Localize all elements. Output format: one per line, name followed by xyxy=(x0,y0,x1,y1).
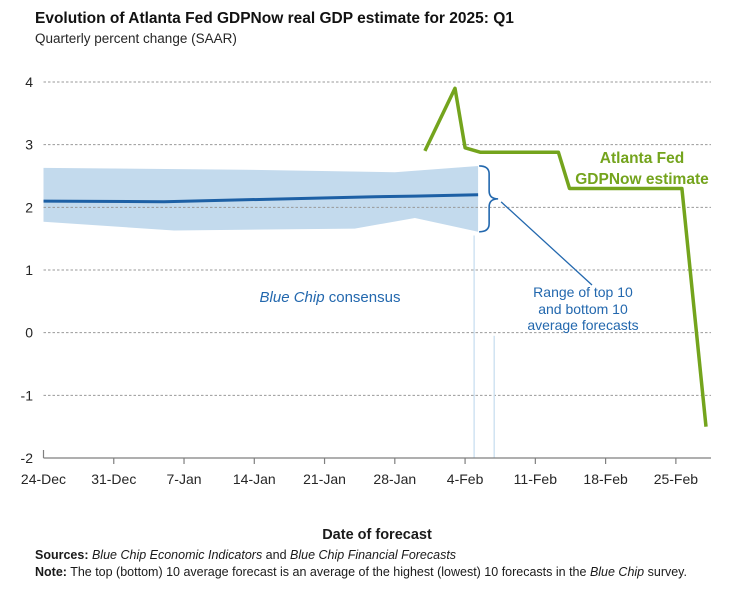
y-tick-label-1: 1 xyxy=(25,262,33,278)
note-text: The top (bottom) 10 average forecast is … xyxy=(66,564,590,579)
footer-notes: Sources: Blue Chip Economic Indicators a… xyxy=(35,547,695,580)
range-brace xyxy=(479,165,499,233)
chart-subtitle: Quarterly percent change (SAAR) xyxy=(35,31,237,46)
x-tick-label-31-Dec: 31-Dec xyxy=(91,471,136,487)
x-tick-label-14-Jan: 14-Jan xyxy=(233,471,276,487)
y-tick-label-0: 0 xyxy=(25,325,33,341)
sources-label: Sources: xyxy=(35,548,89,562)
y-tick-label-3: 3 xyxy=(25,137,33,153)
x-tick-label-21-Jan: 21-Jan xyxy=(303,471,346,487)
x-tick-label-11-Feb: 11-Feb xyxy=(514,471,558,487)
y-tick-label-4: 4 xyxy=(25,74,33,90)
x-tick-label-4-Feb: 4-Feb xyxy=(447,471,484,487)
range-annotation: Range of top 10 and bottom 10 average fo… xyxy=(527,284,639,333)
y-tick-label-2: 2 xyxy=(25,199,33,215)
source-1: Blue Chip Economic Indicators xyxy=(88,548,263,562)
note-label: Note: xyxy=(35,564,67,579)
chart-title: Evolution of Atlanta Fed GDPNow real GDP… xyxy=(35,10,514,27)
note-italic: Blue Chip xyxy=(589,564,645,579)
footer-sources: Sources: Blue Chip Economic Indicators a… xyxy=(35,547,695,564)
source-conjunction: and xyxy=(262,548,291,562)
x-tick-label-24-Dec: 24-Dec xyxy=(21,471,66,487)
footer-note: Note: The top (bottom) 10 average foreca… xyxy=(35,564,695,581)
x-tick-label-25-Feb: 25-Feb xyxy=(654,471,699,487)
gdpnow-series-label: Atlanta Fed GDPNow estimate xyxy=(575,150,709,188)
y-tick-label--1: -1 xyxy=(21,387,34,403)
bluechip-consensus-label: Blue Chip consensus xyxy=(235,289,425,306)
y-tick-label--2: -2 xyxy=(21,450,34,466)
bluechip-consensus-line xyxy=(43,193,479,204)
x-tick-label-18-Feb: 18-Feb xyxy=(583,471,628,487)
x-tick-label-7-Jan: 7-Jan xyxy=(167,471,202,487)
x-axis-title: Date of forecast xyxy=(322,527,432,543)
x-tick-label-28-Jan: 28-Jan xyxy=(373,471,416,487)
bluechip-label-rest: consensus xyxy=(324,289,401,306)
range-leader-line xyxy=(500,201,593,286)
bluechip-label-italic: Blue Chip xyxy=(259,289,325,306)
source-2: Blue Chip Financial Forecasts xyxy=(290,548,457,562)
gdpnow-line xyxy=(423,86,708,427)
note-text-end: survey. xyxy=(644,564,687,579)
